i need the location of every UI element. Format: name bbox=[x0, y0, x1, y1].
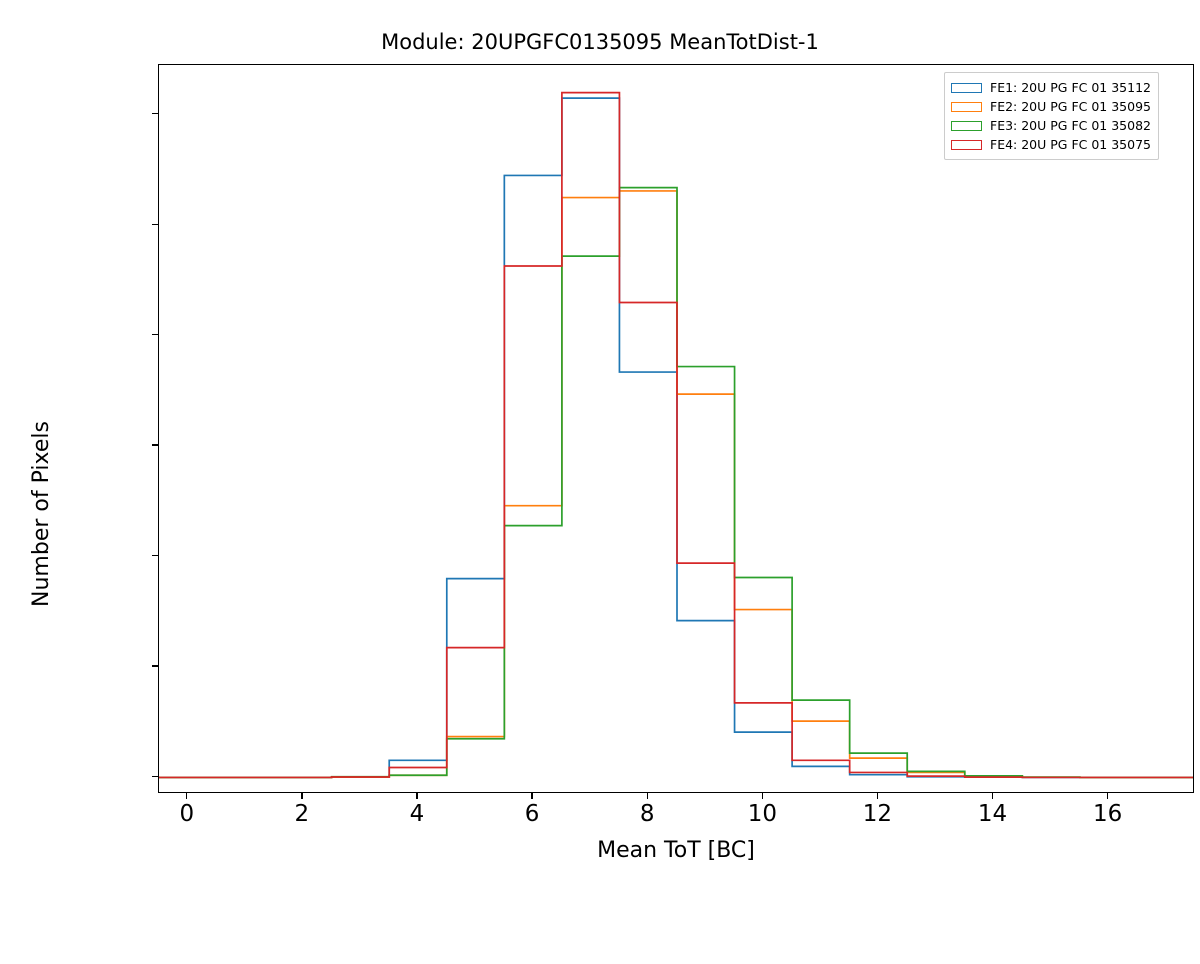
y-tick-mark bbox=[152, 113, 158, 115]
histogram-step-series-4 bbox=[159, 91, 1193, 779]
y-tick-mark bbox=[152, 554, 158, 557]
y-axis-label-container: Number of Pixels bbox=[29, 64, 54, 793]
chart-title: Module: 20UPGFC0135095 MeanTotDist-1 bbox=[381, 30, 819, 54]
y-tick-mark bbox=[152, 665, 158, 667]
plot-area bbox=[158, 64, 1194, 793]
legend-swatch-icon bbox=[951, 101, 982, 112]
legend-swatch-icon bbox=[951, 82, 982, 93]
x-tick-mark bbox=[531, 793, 533, 799]
legend-swatch-icon bbox=[951, 139, 982, 150]
x-tick-label: 8 bbox=[639, 801, 655, 827]
x-tick-label: 16 bbox=[1093, 801, 1123, 827]
x-tick-label: 2 bbox=[294, 801, 310, 827]
y-tick-mark bbox=[152, 775, 158, 778]
x-tick-mark bbox=[301, 793, 303, 799]
x-tick-mark bbox=[991, 793, 994, 799]
plot-inner bbox=[159, 65, 1193, 792]
legend-item-label: FE3: 20U PG FC 01 35082 bbox=[990, 118, 1151, 133]
x-tick-mark bbox=[186, 793, 188, 799]
legend-item-3[interactable]: FE3: 20U PG FC 01 35082 bbox=[951, 116, 1151, 135]
y-tick-mark bbox=[152, 444, 158, 446]
histogram-plot bbox=[159, 91, 1193, 779]
x-tick-label: 10 bbox=[747, 801, 777, 827]
x-tick-mark bbox=[646, 793, 648, 799]
histogram-step-series-1 bbox=[159, 97, 1193, 779]
y-tick-mark bbox=[152, 223, 158, 225]
histogram-step-series-3 bbox=[159, 186, 1193, 779]
legend-item-2[interactable]: FE2: 20U PG FC 01 35095 bbox=[951, 97, 1151, 116]
legend-item-1[interactable]: FE1: 20U PG FC 01 35112 bbox=[951, 78, 1151, 97]
x-tick-mark bbox=[416, 793, 418, 799]
legend-item-label: FE1: 20U PG FC 01 35112 bbox=[990, 80, 1151, 95]
x-tick-label: 14 bbox=[977, 801, 1008, 827]
x-tick-mark bbox=[876, 793, 879, 799]
x-tick-label: 12 bbox=[862, 801, 893, 827]
legend-item-4[interactable]: FE4: 20U PG FC 01 35075 bbox=[951, 135, 1151, 154]
x-tick-mark bbox=[761, 793, 763, 799]
chart-legend: FE1: 20U PG FC 01 35112 FE2: 20U PG FC 01… bbox=[944, 72, 1159, 160]
y-axis-label: Number of Pixels bbox=[29, 421, 54, 607]
matplotlib-figure: Module: 20UPGFC0135095 MeanTotDist-1 Num… bbox=[29, 30, 1194, 863]
legend-swatch-icon bbox=[951, 120, 982, 131]
legend-item-label: FE4: 20U PG FC 01 35075 bbox=[990, 137, 1151, 152]
x-tick-label: 4 bbox=[409, 801, 425, 827]
x-tick-label: 0 bbox=[179, 801, 195, 827]
legend-item-label: FE2: 20U PG FC 01 35095 bbox=[990, 99, 1151, 114]
x-tick-label: 6 bbox=[524, 801, 540, 827]
y-tick-mark bbox=[152, 333, 158, 336]
x-tick-mark bbox=[1107, 793, 1109, 799]
histogram-step-series-2 bbox=[159, 190, 1193, 779]
x-axis-label: Mean ToT [BC] bbox=[597, 838, 755, 863]
